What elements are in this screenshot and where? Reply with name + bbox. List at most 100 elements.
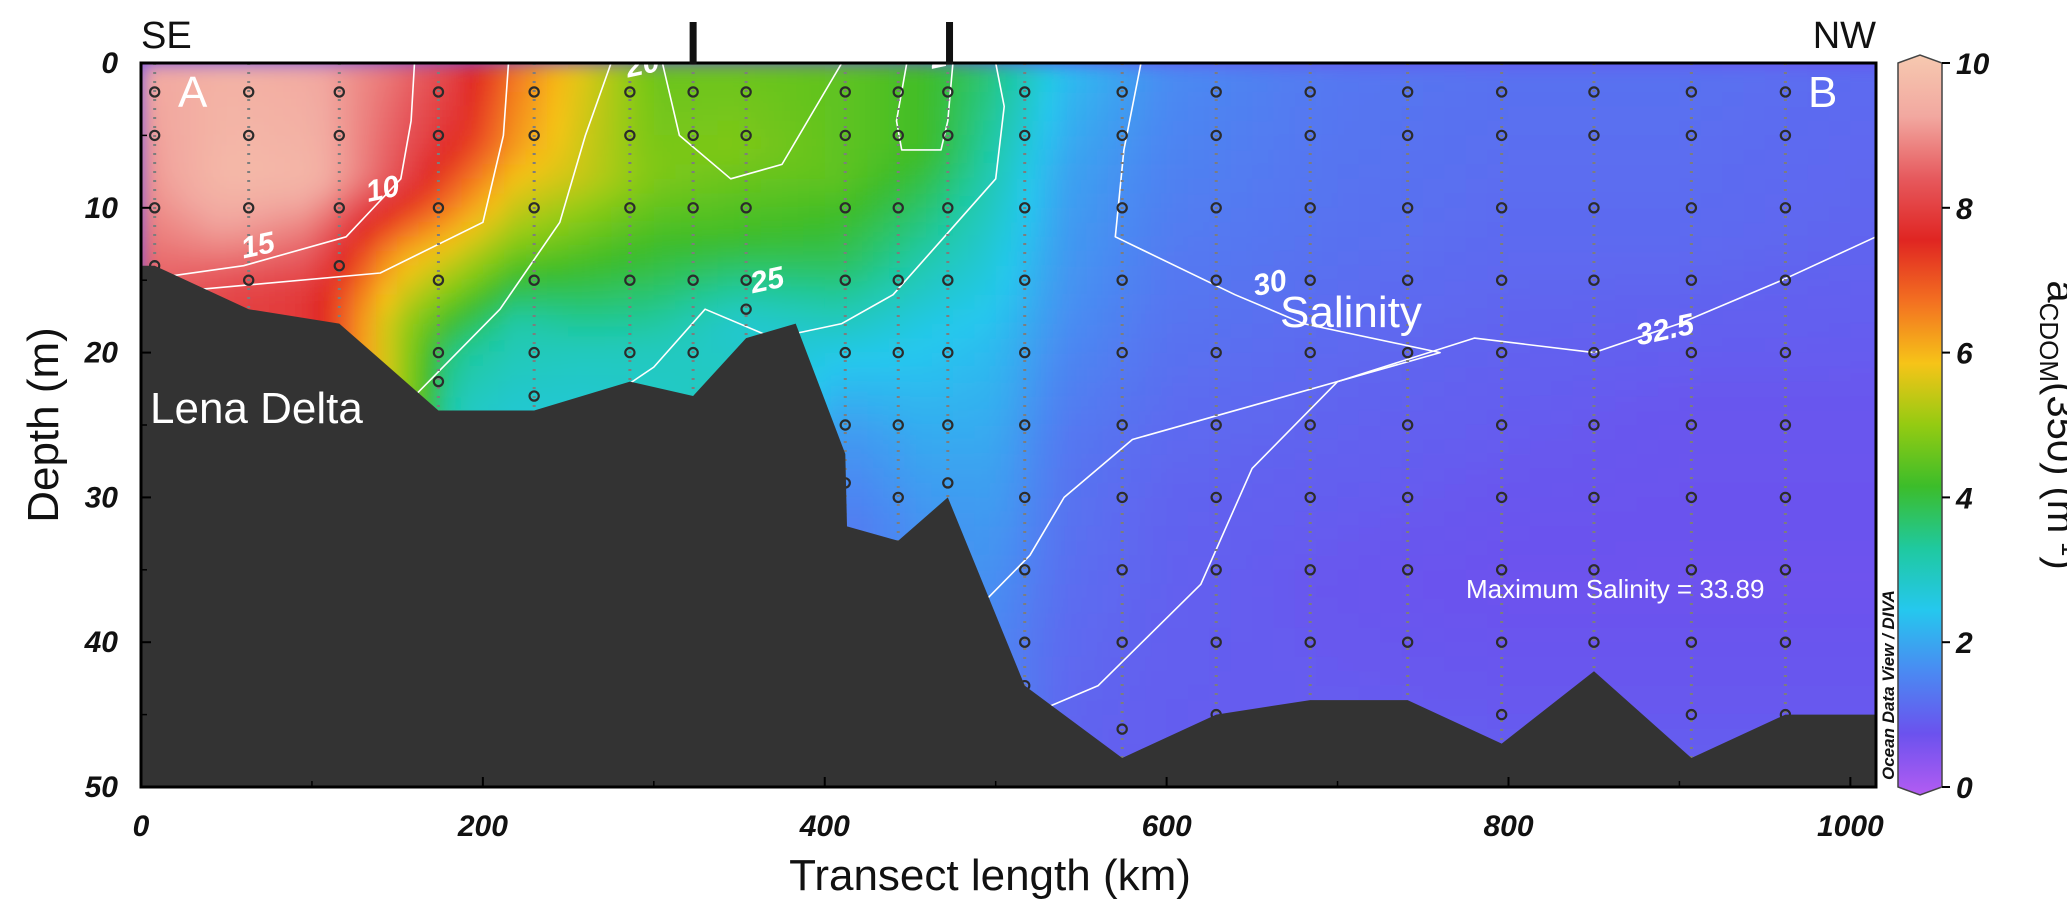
- field-cell: [1401, 569, 1425, 586]
- field-cell: [1487, 251, 1510, 267]
- field-cell: [1188, 468, 1211, 484]
- field-cell: [1829, 526, 1852, 542]
- field-cell: [1465, 106, 1489, 122]
- field-cell: [867, 149, 890, 166]
- sample-point: [1304, 202, 1316, 214]
- colorbar-tick-label: 10: [1956, 48, 1990, 81]
- field-cell: [1636, 700, 1660, 716]
- field-cell: [910, 294, 933, 311]
- field-cell: [1850, 656, 1873, 673]
- field-cell: [1252, 164, 1275, 180]
- field-cell: [269, 294, 292, 311]
- field-cell: [1871, 468, 1876, 484]
- field-cell: [1615, 236, 1638, 253]
- field-cell: [1658, 92, 1681, 108]
- field-cell: [1700, 425, 1724, 441]
- field-cell: [1059, 569, 1083, 586]
- field-cell: [1551, 454, 1574, 470]
- sample-point: [1116, 564, 1128, 576]
- field-cell: [1529, 92, 1553, 108]
- sample-point: [839, 202, 851, 214]
- field-cell: [440, 92, 463, 108]
- field-cell: [1636, 367, 1660, 383]
- field-cell: [482, 120, 506, 137]
- field-cell: [1807, 410, 1830, 426]
- field-cell: [1572, 63, 1595, 79]
- field-cell: [1059, 425, 1083, 441]
- field-cell: [1358, 569, 1382, 586]
- field-cell: [205, 77, 228, 93]
- field-cell: [867, 164, 890, 180]
- field-cell: [1358, 251, 1382, 267]
- field-cell: [1465, 627, 1489, 644]
- sample-point: [740, 129, 752, 142]
- field-cell: [1166, 193, 1189, 209]
- sample-point: [687, 202, 699, 214]
- field-cell: [1401, 526, 1425, 542]
- field-cell: [1273, 120, 1296, 137]
- field-cell: [1188, 367, 1211, 383]
- field-cell: [1871, 627, 1876, 644]
- field-cell: [525, 294, 548, 311]
- field-cell: [1829, 685, 1852, 702]
- field-cell: [1188, 425, 1211, 441]
- sample-point: [1401, 491, 1414, 504]
- field-cell: [589, 92, 613, 108]
- field-cell: [1658, 439, 1681, 455]
- field-cell: [568, 381, 591, 398]
- field-cell: [1508, 526, 1531, 542]
- field-cell: [1465, 714, 1489, 731]
- field-cell: [1636, 193, 1660, 209]
- field-cell: [1529, 367, 1553, 383]
- field-cell: [183, 222, 207, 238]
- field-cell: [1017, 598, 1040, 615]
- field-cell: [888, 77, 912, 93]
- field-cell: [1764, 149, 1788, 166]
- field-cell: [739, 236, 762, 253]
- field-cell: [675, 236, 698, 253]
- field-cell: [1722, 671, 1745, 687]
- section-mark: [946, 22, 954, 64]
- field-cell: [141, 149, 164, 166]
- sample-point: [528, 390, 540, 402]
- field-cell: [1508, 193, 1531, 209]
- field-cell: [846, 381, 869, 398]
- field-cell: [461, 309, 484, 325]
- field-cell: [1658, 468, 1681, 484]
- field-cell: [1188, 236, 1211, 253]
- field-cell: [1594, 381, 1617, 398]
- field-cell: [803, 63, 826, 79]
- field-cell: [803, 193, 826, 209]
- field-cell: [1722, 526, 1745, 542]
- field-cell: [760, 251, 783, 267]
- field-cell: [1444, 149, 1467, 166]
- field-cell: [205, 251, 228, 267]
- field-cell: [1038, 149, 1061, 166]
- field-cell: [846, 323, 869, 340]
- field-cell: [1059, 106, 1083, 122]
- field-cell: [1166, 120, 1189, 137]
- field-cell: [1743, 511, 1766, 528]
- sample-point: [892, 86, 904, 98]
- field-cell: [952, 425, 976, 441]
- field-cell: [995, 526, 1019, 542]
- field-cell: [482, 178, 506, 195]
- field-cell: [846, 251, 869, 267]
- field-cell: [1829, 323, 1852, 340]
- field-cell: [1423, 497, 1446, 513]
- field-cell: [1401, 613, 1425, 629]
- field-cell: [1252, 149, 1275, 166]
- field-cell: [1294, 309, 1318, 325]
- field-cell: [290, 178, 313, 195]
- sample-point: [1588, 129, 1600, 142]
- field-cell: [1380, 265, 1403, 282]
- field-cell: [888, 381, 912, 398]
- field-cell: [1102, 294, 1125, 311]
- field-cell: [1508, 280, 1531, 296]
- field-cell: [547, 352, 570, 369]
- field-cell: [1764, 323, 1788, 340]
- field-cell: [1166, 265, 1189, 282]
- field-cell: [1508, 671, 1531, 687]
- field-cell: [1038, 468, 1061, 484]
- field-cell: [1594, 323, 1617, 340]
